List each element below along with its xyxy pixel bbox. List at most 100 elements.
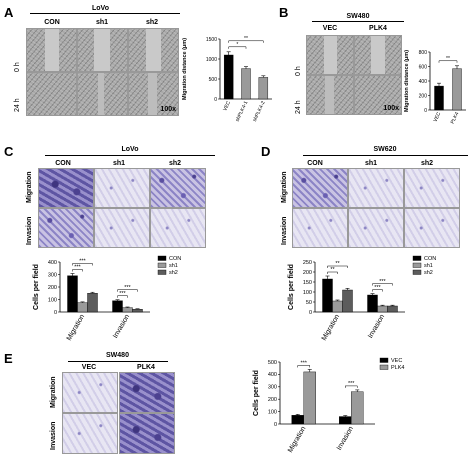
C-chart-sig-2-bracket	[117, 295, 128, 298]
D-chart-ytick-label-3: 150	[303, 280, 312, 286]
C-chart-legend-label-1: sh1	[169, 263, 178, 269]
panel-a-image-con-0h	[26, 28, 77, 72]
D-chart-bar-CON-1	[367, 294, 378, 313]
D-chart-sig-0-label: **	[330, 267, 335, 273]
E-chart-bar-PLK4-1	[351, 391, 364, 425]
panel-c-image-sh1-migration	[94, 168, 150, 208]
D-chart-sig-2-label: ***	[374, 285, 381, 291]
A-chart-sig-1-bracket	[228, 40, 264, 43]
D-chart-sig-1-label: **	[335, 261, 340, 267]
panel-c-cell-line-underline	[45, 155, 215, 156]
A-chart-xtick-label-0: VEC	[222, 100, 232, 112]
panel-label-a: A	[4, 5, 14, 20]
panel-d-cell-line: SW620	[373, 146, 397, 153]
panel-e-row-invasion: Invasion	[50, 421, 57, 450]
B-chart-ylabel: Migration distance (μm)	[404, 50, 410, 112]
D-chart-ytick-label-5: 250	[303, 260, 312, 266]
panel-a-col-con: CON	[44, 19, 60, 26]
A-chart-bar-2	[258, 77, 269, 100]
panel-a-image-sh2-0h	[128, 28, 179, 72]
panel-b-col-plk4: PLK4	[369, 25, 387, 32]
panel-d-row-migration: Migration	[281, 171, 288, 204]
panel-d-image-sh2-invasion	[404, 208, 460, 248]
C-chart-bar-sh2-0	[87, 293, 98, 313]
D-chart-group-label-1: Invasion	[367, 313, 386, 339]
D-chart-legend-swatch-1	[412, 262, 422, 268]
panel-a-cell-line: LoVo	[92, 5, 109, 12]
C-chart-group-label-0: Migration	[66, 313, 87, 342]
panel-c-col-sh2: sh2	[168, 160, 182, 167]
panel-a-col-sh1: sh1	[95, 19, 109, 26]
panel-c-image-con-invasion	[38, 208, 94, 248]
A-chart-sig-0-label: *	[236, 42, 238, 48]
panel-b-magnification: 100x	[383, 105, 399, 112]
panel-b-row-24h: 24 h	[295, 100, 302, 114]
E-chart-ytick-label-1: 100	[268, 409, 277, 415]
panel-e-col-plk4: PLK4	[137, 364, 155, 371]
D-chart-ylabel: Cells per field	[288, 264, 295, 310]
panel-a-image-sh1-24h	[77, 72, 128, 116]
B-chart-xtick-label-1: PLK4	[450, 111, 461, 125]
B-chart-sig-0-label: **	[446, 56, 450, 62]
D-chart-bar-sh2-0	[342, 289, 353, 313]
C-chart-sig-0-label: ***	[74, 265, 81, 271]
panel-d-image-con-migration	[292, 168, 348, 208]
D-chart-legend-label-1: sh1	[424, 263, 433, 269]
panel-e-image-plk4-invasion	[119, 413, 175, 454]
E-chart-legend-swatch-1	[379, 364, 389, 370]
panel-e-cell-line: SW480	[106, 352, 129, 359]
C-chart-bar-CON-1	[112, 300, 123, 313]
D-chart-legend-swatch-2	[412, 269, 422, 275]
panel-c-cell-line: LoVo	[121, 146, 139, 153]
C-chart-ylabel: Cells per field	[33, 264, 40, 310]
B-chart-ytick-label-0: 0	[424, 108, 427, 114]
C-chart-sig-1-bracket	[72, 263, 93, 266]
panel-a-image-con-24h	[26, 72, 77, 116]
panel-a-row-0h: 0 h	[14, 62, 21, 72]
E-chart-group-label-0: Migration	[287, 425, 308, 454]
B-chart-xtick-label-0: VEC	[433, 111, 443, 123]
panel-b-cell-line-underline	[312, 21, 404, 22]
C-chart-bar-sh1-0	[77, 302, 88, 313]
B-chart-sig-0-bracket	[438, 60, 458, 63]
panel-b-image-vec-24h	[306, 75, 354, 115]
panel-e-row-migration: Migration	[50, 376, 57, 409]
C-chart-group-label-1: Invasion	[112, 313, 131, 339]
panel-a-image-sh1-0h	[77, 28, 128, 72]
C-chart-legend-swatch-1	[157, 262, 167, 268]
panel-e-image-vec-migration	[62, 372, 118, 413]
A-chart-ytick-label-0: 0	[214, 97, 217, 103]
panel-d-cell-line-underline	[303, 155, 468, 156]
A-chart-sig-1-label: **	[244, 36, 248, 42]
C-chart-sig-0-bracket	[72, 269, 83, 272]
panel-a-cell-line-underline	[30, 13, 180, 14]
A-chart-bar-0	[223, 54, 234, 100]
panel-a-image-sh2-24h: 100x	[128, 72, 179, 116]
panel-c-image-con-migration	[38, 168, 94, 208]
panel-a-row-24h: 24 h	[14, 98, 21, 112]
panel-b-col-vec: VEC	[322, 25, 338, 32]
C-chart-ytick-label-3: 300	[48, 272, 57, 278]
E-chart-sig-1-bracket	[345, 385, 358, 388]
panel-a-col-sh2: sh2	[145, 19, 159, 26]
panel-b-image-vec-0h	[306, 35, 354, 75]
C-chart-sig-1-label: ***	[79, 259, 86, 265]
C-chart-legend-swatch-2	[157, 269, 167, 275]
A-chart-ytick-label-3: 1500	[206, 37, 217, 43]
C-chart-ytick-label-2: 200	[48, 285, 57, 291]
E-chart-group-label-1: Invasion	[336, 425, 355, 451]
chart-d: 0 50 100 150 200 250 Cells per field Migration I…	[288, 255, 436, 342]
D-chart-bar-CON-0	[322, 278, 333, 313]
C-chart-legend-label-0: CON	[169, 256, 181, 262]
panel-d-row-invasion: Invasion	[281, 216, 288, 245]
panel-d-image-con-invasion	[292, 208, 348, 248]
panel-e-image-vec-invasion	[62, 413, 118, 454]
panel-c-image-sh2-invasion	[150, 208, 206, 248]
D-chart-sig-3-label: ***	[379, 279, 386, 285]
panel-label-b: B	[279, 5, 289, 20]
panel-c-image-sh2-migration	[150, 168, 206, 208]
B-chart-ytick-label-3: 600	[419, 64, 428, 70]
D-chart-ytick-label-0: 0	[309, 310, 312, 316]
E-chart-ytick-label-0: 0	[274, 422, 277, 428]
